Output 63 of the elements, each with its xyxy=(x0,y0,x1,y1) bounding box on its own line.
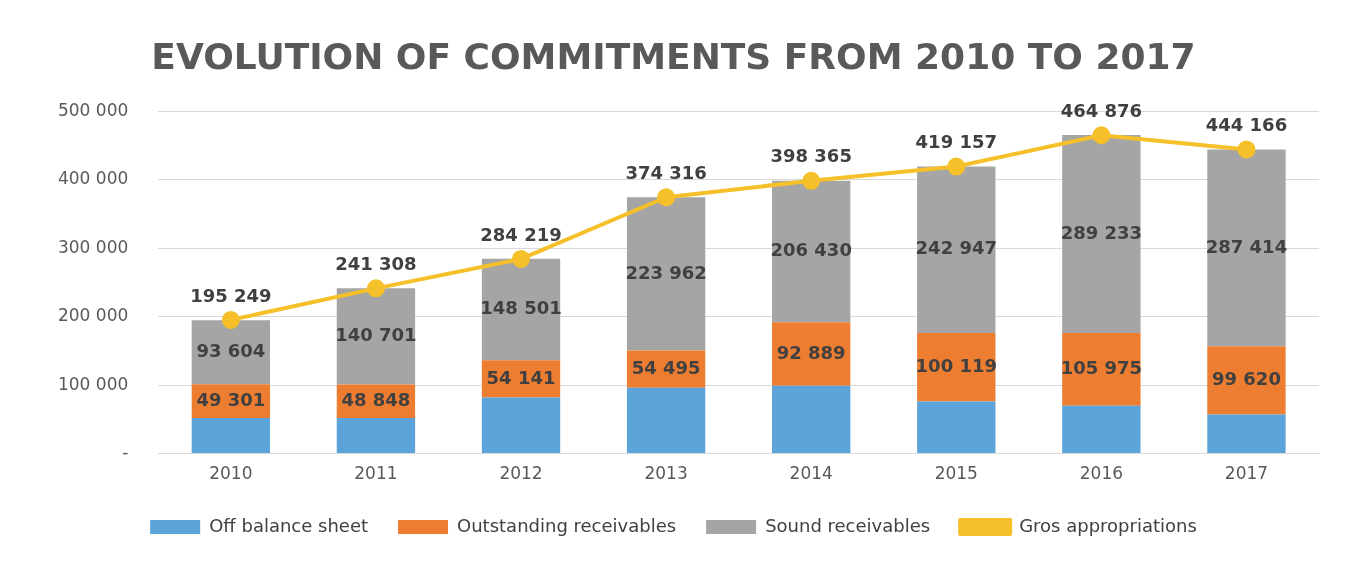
x-tick-label: 2015 xyxy=(934,463,978,484)
data-label: 54 495 xyxy=(631,356,701,378)
y-tick-label: 500 000 xyxy=(57,99,129,120)
x-tick-label: 2017 xyxy=(1224,463,1269,484)
bar xyxy=(772,385,851,454)
bar xyxy=(917,166,996,333)
bar xyxy=(1207,414,1286,454)
y-tick-label: 200 000 xyxy=(57,305,129,326)
point xyxy=(802,171,821,190)
legend-label: Outstanding receivables xyxy=(457,514,677,536)
data-label: 54 141 xyxy=(486,366,556,388)
point xyxy=(947,157,966,176)
bar xyxy=(1207,346,1286,415)
x-tick-label: 2016 xyxy=(1079,463,1123,484)
data-label: 398 365 xyxy=(770,145,852,167)
data-label: 464 876 xyxy=(1060,99,1143,121)
bar xyxy=(1207,149,1286,347)
y-tick-label: 300 000 xyxy=(57,236,129,257)
point xyxy=(657,188,676,207)
point xyxy=(1237,140,1256,159)
data-label: 92 889 xyxy=(776,341,846,363)
x-tick-label: 2011 xyxy=(354,463,398,484)
x-tick-label: 2012 xyxy=(499,463,543,484)
bar xyxy=(772,180,851,323)
bar xyxy=(1062,135,1141,334)
bar xyxy=(481,397,561,454)
legend-label: Sound receivables xyxy=(765,514,931,536)
x-tick-label: 2013 xyxy=(644,463,688,484)
point xyxy=(221,310,240,329)
x-tick-label: 2014 xyxy=(789,463,833,484)
data-label: 419 157 xyxy=(915,131,997,153)
data-label: 284 219 xyxy=(480,223,562,245)
data-label: 195 249 xyxy=(190,284,272,306)
data-label: 374 316 xyxy=(625,161,707,183)
legend-label: Gros appropriations xyxy=(1019,514,1197,536)
bar xyxy=(917,401,996,454)
data-label: 287 414 xyxy=(1205,235,1288,257)
bar xyxy=(917,332,996,402)
point xyxy=(366,279,385,298)
bar xyxy=(336,417,416,454)
data-label: 99 620 xyxy=(1212,368,1281,390)
point xyxy=(1092,126,1111,145)
bar xyxy=(191,417,271,454)
data-label: 289 233 xyxy=(1060,221,1143,243)
bar xyxy=(1062,333,1141,406)
data-label: 206 430 xyxy=(770,239,852,261)
bar xyxy=(626,387,706,454)
bar xyxy=(1062,405,1141,454)
data-label: 93 604 xyxy=(196,339,266,361)
point xyxy=(512,249,531,268)
data-label: 48 848 xyxy=(341,388,411,410)
legend-label: Off balance sheet xyxy=(209,514,369,536)
x-tick-label: 2010 xyxy=(209,463,253,484)
data-label: 242 947 xyxy=(915,237,997,259)
data-label: 444 166 xyxy=(1205,114,1288,136)
chart-title: EVOLUTION OF COMMITMENTS FROM 2010 TO 2017 xyxy=(151,35,1196,77)
y-tick-label: - xyxy=(122,442,129,463)
bar xyxy=(626,197,706,351)
y-tick-label: 100 000 xyxy=(57,373,129,394)
data-label: 105 975 xyxy=(1060,357,1143,379)
y-tick-label: 400 000 xyxy=(57,168,129,189)
data-label: 49 301 xyxy=(196,388,266,410)
data-label: 241 308 xyxy=(335,253,417,275)
